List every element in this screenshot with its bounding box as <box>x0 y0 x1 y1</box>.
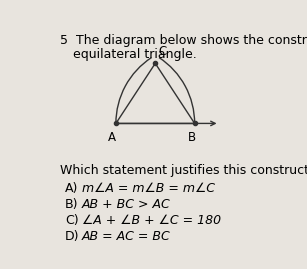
Text: m∠A = m∠B = m∠C: m∠A = m∠B = m∠C <box>82 182 215 196</box>
Text: B: B <box>188 131 196 144</box>
Text: AB + BC > AC: AB + BC > AC <box>82 199 170 211</box>
Text: C: C <box>158 45 167 58</box>
Text: equilateral triangle.: equilateral triangle. <box>73 48 197 61</box>
Text: ∠A + ∠B + ∠C = 180: ∠A + ∠B + ∠C = 180 <box>82 214 221 227</box>
Text: A: A <box>108 131 116 144</box>
Text: A): A) <box>65 182 79 196</box>
Text: C): C) <box>65 214 79 227</box>
Text: AB = AC = BC: AB = AC = BC <box>82 230 170 243</box>
Text: Which statement justifies this construction?: Which statement justifies this construct… <box>60 164 307 177</box>
Text: D): D) <box>65 230 80 243</box>
Text: B): B) <box>65 199 79 211</box>
Text: 5  The diagram below shows the construction of an: 5 The diagram below shows the constructi… <box>60 34 307 47</box>
